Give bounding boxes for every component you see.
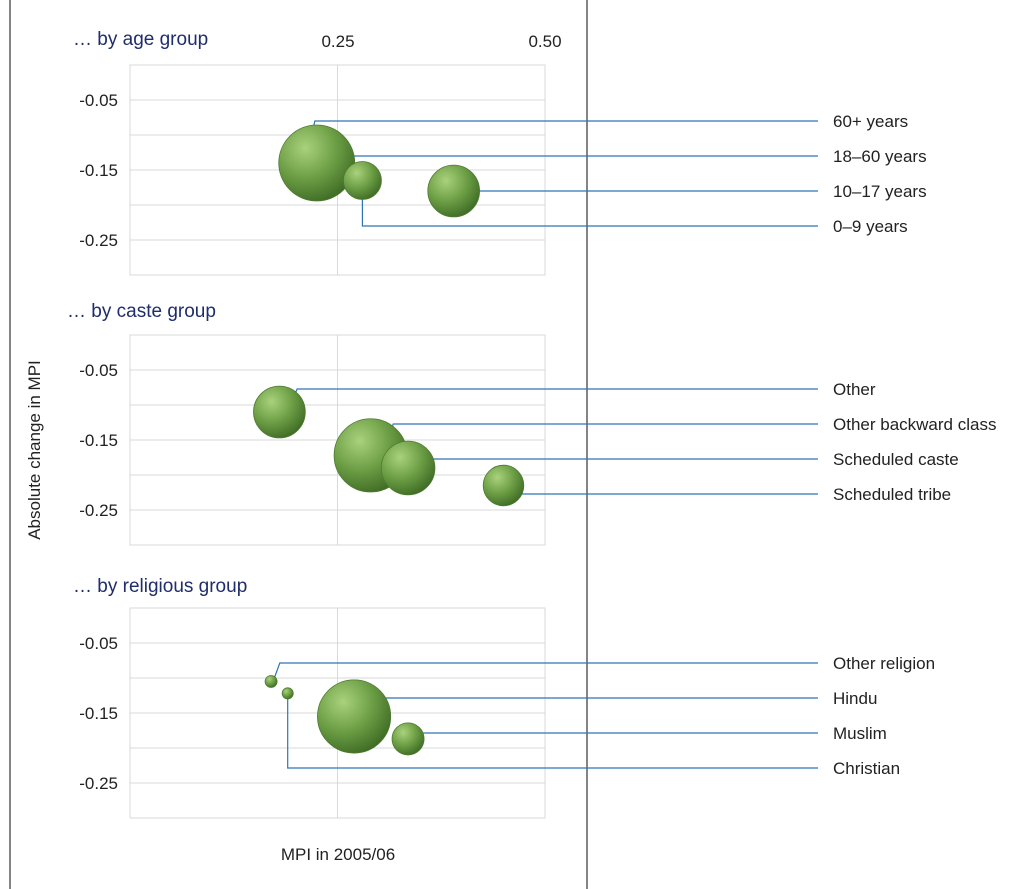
- leader-line-2-2: [415, 732, 818, 739]
- point-label-1-1: Other backward class: [833, 415, 996, 434]
- leader-line-2-1: [370, 697, 818, 705]
- y-tick-label-2-2: -0.25: [79, 774, 118, 793]
- point-label-2-3: Christian: [833, 759, 900, 778]
- point-label-0-2: 10–17 years: [833, 182, 927, 201]
- leader-line-0-0: [308, 120, 818, 146]
- panel-title-caste: … by caste group: [67, 301, 216, 322]
- x-tick-label-1: 0.50: [528, 32, 561, 51]
- leader-line-1-3: [513, 485, 818, 495]
- x-axis-label: MPI in 2005/06: [281, 845, 395, 864]
- point-label-1-3: Scheduled tribe: [833, 485, 951, 504]
- bubble-1-2: [380, 440, 436, 496]
- bubble-0-1: [278, 124, 356, 202]
- y-axis-label: Absolute change in MPI: [25, 360, 44, 540]
- y-tick-label-0-2: -0.25: [79, 231, 118, 250]
- panel-title-religion: … by religious group: [73, 576, 247, 597]
- leader-line-1-0: [290, 388, 818, 404]
- leader-line-2-3: [287, 696, 818, 769]
- x-tick-label-0: 0.25: [321, 32, 354, 51]
- point-label-0-1: 18–60 years: [833, 147, 927, 166]
- bubble-2-2: [391, 722, 425, 756]
- leader-line-0-1: [335, 155, 818, 163]
- bubble-0-3: [342, 161, 382, 200]
- point-label-2-2: Muslim: [833, 724, 887, 743]
- bubble-2-3: [281, 687, 294, 700]
- bubble-2-0: [264, 675, 278, 688]
- bubble-1-0: [253, 385, 306, 439]
- leader-line-2-0: [273, 662, 818, 680]
- panel-title-age: … by age group: [73, 29, 208, 50]
- y-tick-label-0-0: -0.05: [79, 91, 118, 110]
- leader-line-1-2: [420, 458, 818, 468]
- y-tick-label-2-0: -0.05: [79, 634, 118, 653]
- y-tick-label-1-1: -0.15: [79, 431, 118, 450]
- bubble-1-3: [482, 464, 525, 507]
- bubble-2-1: [317, 679, 392, 754]
- panels-group: -0.05 -0.15 -0.25 60+ years 18–60 years 10–17…: [79, 64, 996, 819]
- leader-line-0-3: [361, 190, 818, 227]
- y-tick-label-1-2: -0.25: [79, 501, 118, 520]
- point-label-0-3: 0–9 years: [833, 217, 908, 236]
- y-tick-label-0-1: -0.15: [79, 161, 118, 180]
- point-label-0-0: 60+ years: [833, 112, 908, 131]
- point-label-1-2: Scheduled caste: [833, 450, 959, 469]
- point-label-2-0: Other religion: [833, 654, 935, 673]
- y-tick-label-2-1: -0.15: [79, 704, 118, 723]
- bubble-0-2: [427, 164, 480, 218]
- point-label-2-1: Hindu: [833, 689, 877, 708]
- point-label-1-0: Other: [833, 380, 876, 399]
- y-tick-label-1-0: -0.05: [79, 361, 118, 380]
